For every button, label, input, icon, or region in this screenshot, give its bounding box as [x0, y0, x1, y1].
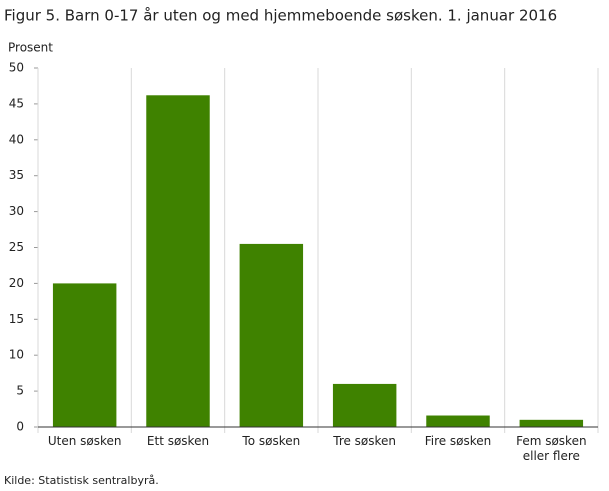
y-tick-label: 5	[16, 384, 24, 398]
bar	[146, 95, 210, 427]
y-tick-label: 15	[9, 312, 24, 326]
x-tick-label: Fire søsken	[424, 434, 492, 448]
y-tick-label: 20	[9, 276, 24, 290]
y-tick-label: 45	[9, 96, 24, 110]
y-tick-label: 35	[9, 168, 24, 182]
bar	[426, 415, 490, 427]
bar	[239, 243, 304, 427]
y-tick-label: 25	[9, 240, 24, 254]
x-tick-label: Ett søsken	[146, 434, 210, 448]
y-tick-label: 50	[9, 61, 24, 75]
bar	[52, 283, 117, 427]
x-tick-label: Tre søsken	[333, 434, 397, 448]
x-tick-label: To søsken	[242, 434, 301, 448]
y-tick-label: 10	[9, 348, 24, 362]
y-tick-label: 40	[9, 132, 24, 146]
source: Kilde: Statistisk sentralbyrå.	[4, 474, 159, 487]
x-tick-label: Fem søsken eller flere	[516, 434, 587, 463]
bar	[519, 419, 584, 427]
bar	[332, 383, 397, 427]
x-tick-label: Uten søsken	[47, 434, 122, 448]
y-tick-label: 0	[16, 420, 24, 434]
y-axis-label: Prosent	[8, 41, 53, 55]
chart-title: Figur 5. Barn 0-17 år uten og med hjemme…	[4, 7, 557, 25]
y-tick-label: 30	[9, 204, 24, 218]
